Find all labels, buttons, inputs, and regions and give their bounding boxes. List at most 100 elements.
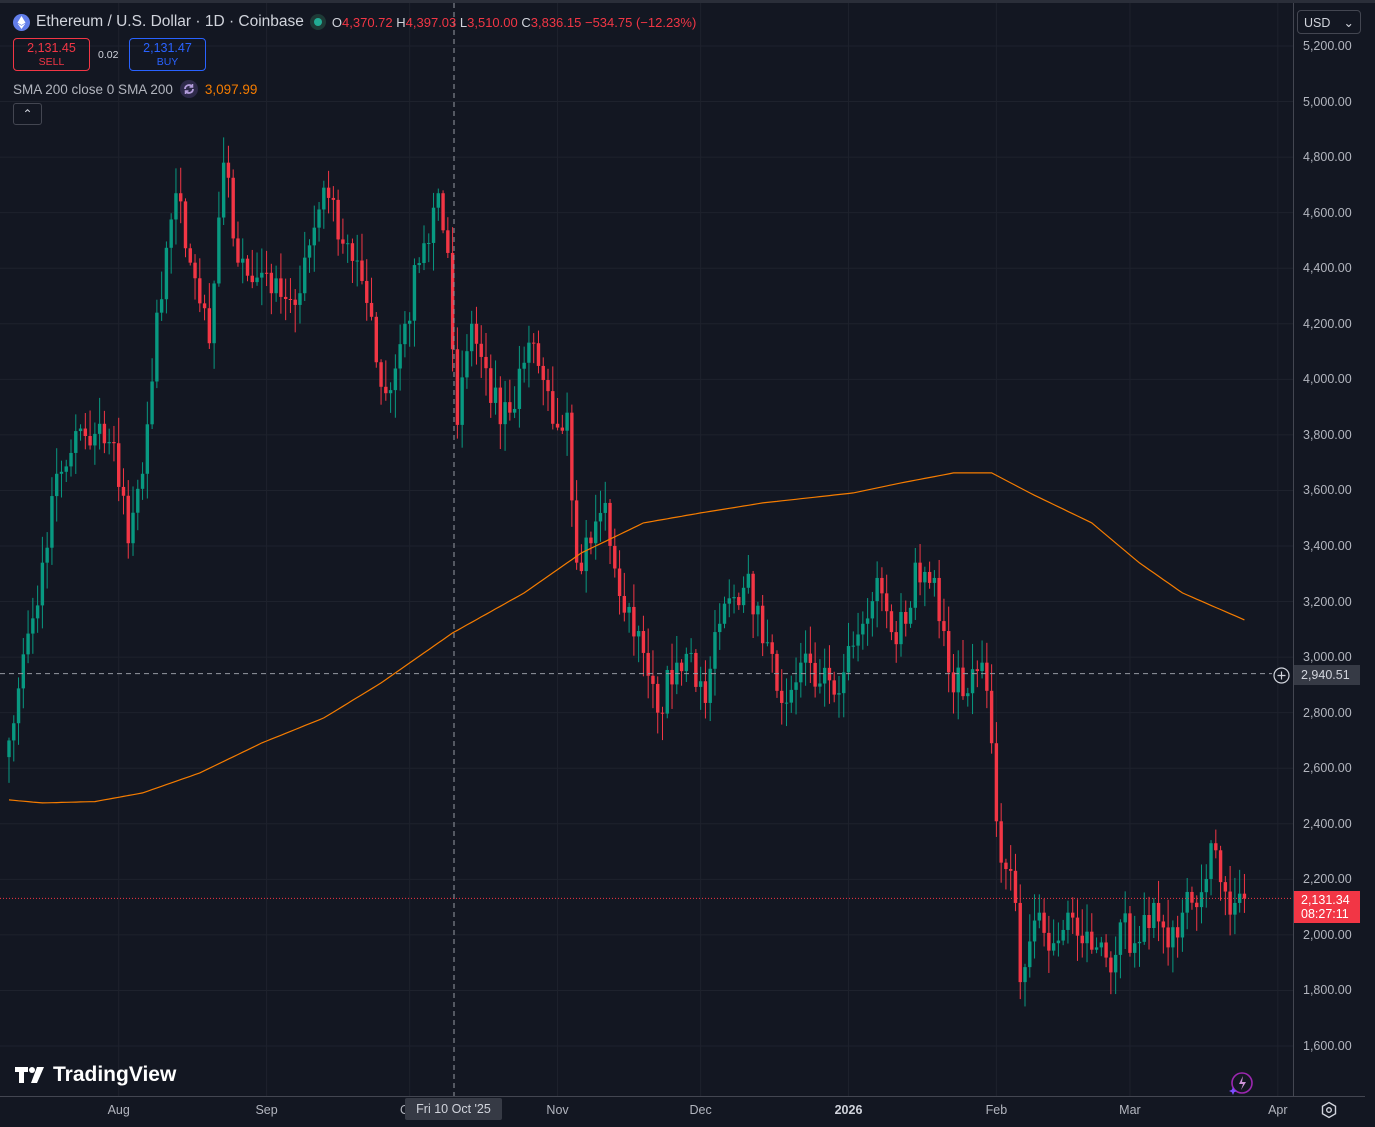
candle-body: [179, 193, 183, 202]
price-tick-label: 4,000.00: [1303, 372, 1352, 387]
time-tick-label: Sep: [255, 1103, 278, 1117]
candle-body: [121, 486, 126, 496]
candle-body: [1009, 869, 1013, 871]
candle-body: [384, 386, 388, 394]
candle-body: [369, 302, 374, 317]
candle-body: [78, 428, 83, 432]
candle-body: [1142, 915, 1146, 942]
candle-body: [880, 577, 884, 594]
candle-body: [441, 193, 445, 231]
candle-body: [875, 577, 879, 602]
candle-body: [737, 597, 741, 606]
logo-text: TradingView: [53, 1063, 177, 1086]
tradingview-logo[interactable]: TradingView: [15, 1063, 176, 1087]
candle-body: [1104, 942, 1108, 958]
add-alert-plus-icon[interactable]: [1273, 667, 1290, 684]
symbol-title[interactable]: Ethereum / U.S. Dollar · 1D · Coinbase: [36, 13, 304, 30]
time-tick-label: Nov: [546, 1103, 569, 1117]
candle-body: [274, 278, 278, 294]
refresh-loading-icon: [179, 80, 198, 98]
candle-body: [555, 423, 560, 428]
indicator-legend[interactable]: SMA 200 close 0 SMA 200 3,097.99: [13, 80, 257, 98]
chevron-up-icon: ⌃: [22, 107, 33, 121]
candle-body: [422, 243, 426, 264]
candle-body: [136, 488, 140, 513]
candle-body: [1152, 902, 1156, 929]
candle-body: [670, 669, 674, 685]
candle-body: [455, 349, 460, 425]
candle-body: [307, 245, 312, 258]
candle-body: [465, 351, 469, 378]
candle-body: [942, 621, 946, 632]
candle-body: [1004, 862, 1008, 870]
candle-body: [26, 633, 30, 655]
price-tick-label: 3,800.00: [1303, 427, 1352, 442]
chart-plot-area[interactable]: [0, 3, 1293, 1096]
candle-body: [718, 623, 722, 633]
candle-body: [474, 323, 479, 344]
candle-body: [966, 693, 970, 697]
candle-body: [608, 502, 612, 546]
candle-body: [665, 669, 669, 714]
settings-gear-icon[interactable]: [1320, 1101, 1338, 1119]
candle-body: [403, 323, 407, 345]
candle-body: [842, 672, 846, 694]
candle-body: [1013, 870, 1018, 903]
candle-body: [1147, 915, 1151, 929]
candle-body: [212, 283, 216, 344]
lightning-assistant-icon[interactable]: [1229, 1071, 1255, 1097]
candle-body: [794, 682, 798, 690]
candle-body: [846, 646, 851, 673]
candle-body: [713, 632, 717, 669]
candle-body: [894, 632, 898, 645]
price-tick-label: 4,200.00: [1303, 316, 1352, 331]
candle-body: [1133, 943, 1137, 953]
candle-body: [856, 634, 860, 646]
candle-body: [1171, 927, 1175, 948]
candle-body: [250, 275, 254, 283]
collapse-legend-button[interactable]: ⌃: [13, 103, 42, 125]
candle-body: [508, 402, 512, 413]
price-tick-label: 3,200.00: [1303, 594, 1352, 609]
candle-body: [379, 362, 383, 387]
candle-body: [799, 662, 803, 683]
candle-body: [1209, 843, 1213, 879]
candle-body: [574, 500, 579, 563]
candle-body: [989, 690, 994, 744]
candle-body: [107, 442, 111, 444]
candle-body: [298, 293, 302, 305]
candle-body: [1166, 927, 1170, 948]
buy-label: BUY: [156, 56, 179, 68]
candle-body: [741, 587, 746, 606]
candle-body: [1047, 932, 1051, 951]
candle-body: [427, 242, 431, 244]
candle-body: [1242, 893, 1247, 899]
sell-button[interactable]: 2,131.45 SELL: [13, 38, 90, 71]
time-axis[interactable]: [0, 1096, 1365, 1124]
candle-body: [708, 668, 712, 703]
candle-body: [221, 162, 226, 218]
candle-body: [985, 662, 989, 691]
price-axis[interactable]: [1293, 3, 1366, 1096]
candle-body: [927, 571, 932, 583]
price-tick-label: 5,000.00: [1303, 94, 1352, 109]
currency-selector[interactable]: USD ⌄: [1297, 10, 1361, 34]
candle-body: [913, 562, 917, 608]
candle-body: [317, 209, 321, 228]
candle-body: [861, 623, 865, 635]
price-change: −534.75 (−12.23%): [584, 14, 697, 30]
time-tick-label: Dec: [689, 1103, 712, 1117]
candle-body: [1199, 892, 1204, 908]
candle-body: [21, 654, 26, 689]
candle-body: [598, 512, 603, 522]
candle-body: [245, 258, 250, 276]
candle-body: [527, 342, 531, 363]
price-tick-label: 4,600.00: [1303, 205, 1352, 220]
candle-body: [231, 177, 235, 239]
buy-button[interactable]: 2,131.47 BUY: [129, 38, 206, 71]
candle-body: [360, 260, 364, 281]
candle-body: [365, 280, 369, 303]
candle-body: [837, 693, 841, 695]
candle-body: [7, 740, 11, 758]
